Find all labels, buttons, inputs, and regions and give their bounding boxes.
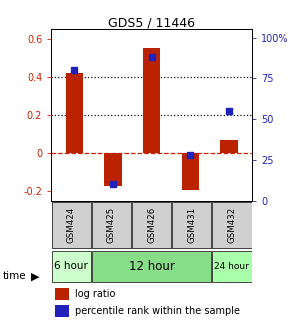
FancyBboxPatch shape — [212, 201, 252, 248]
Point — [72, 68, 77, 73]
Bar — [55, 288, 69, 300]
Text: GSM426: GSM426 — [147, 207, 156, 243]
FancyBboxPatch shape — [172, 201, 212, 248]
Text: GSM424: GSM424 — [67, 207, 76, 243]
Text: GSM431: GSM431 — [187, 207, 196, 243]
FancyBboxPatch shape — [212, 251, 252, 282]
Text: 12 hour: 12 hour — [129, 260, 175, 273]
FancyBboxPatch shape — [92, 201, 131, 248]
Text: time: time — [3, 271, 27, 281]
Point — [188, 152, 193, 158]
Point — [226, 108, 231, 113]
Bar — [66, 73, 83, 153]
Text: 6 hour: 6 hour — [54, 261, 88, 271]
FancyBboxPatch shape — [52, 201, 91, 248]
Point — [149, 55, 154, 60]
Title: GDS5 / 11446: GDS5 / 11446 — [108, 16, 195, 29]
Text: log ratio: log ratio — [75, 289, 116, 299]
FancyBboxPatch shape — [132, 201, 171, 248]
Bar — [220, 140, 238, 153]
Text: 24 hour: 24 hour — [214, 262, 249, 271]
Point — [111, 182, 115, 187]
FancyBboxPatch shape — [92, 251, 212, 282]
Bar — [182, 153, 199, 190]
FancyBboxPatch shape — [52, 251, 91, 282]
Text: GSM432: GSM432 — [227, 207, 236, 243]
Text: ▶: ▶ — [31, 271, 39, 281]
Bar — [143, 48, 160, 153]
Text: percentile rank within the sample: percentile rank within the sample — [75, 306, 240, 316]
Text: GSM425: GSM425 — [107, 207, 116, 243]
Bar — [55, 305, 69, 317]
Bar — [104, 153, 122, 186]
